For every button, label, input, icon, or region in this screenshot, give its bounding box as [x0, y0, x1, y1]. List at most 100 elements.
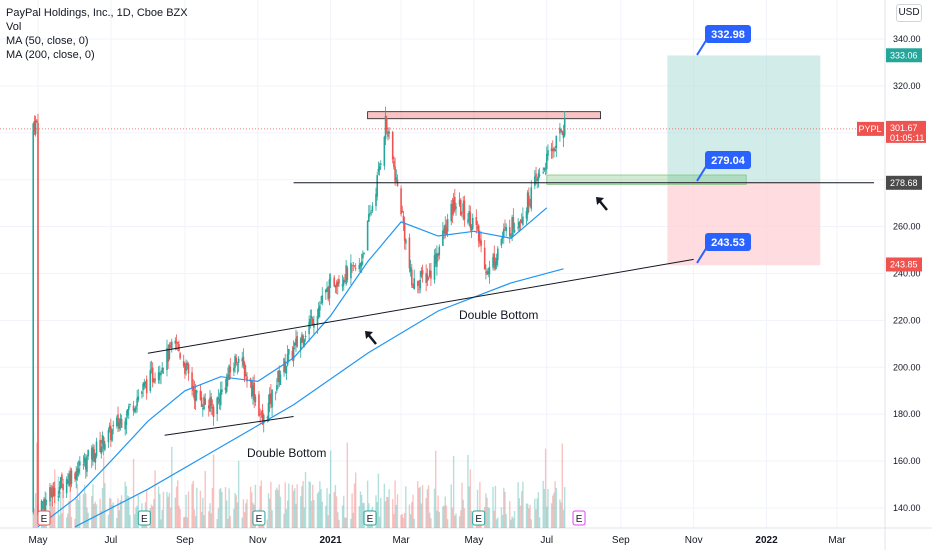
time-scale[interactable]: May Jul Sep Nov 2021 Mar May Jul Sep Nov 2022 Mar — [29, 535, 847, 546]
candle-body — [241, 358, 244, 362]
candle-body — [203, 397, 205, 410]
price-scale[interactable]: 340.00320.00300.00280.00260.00240.00220.… — [857, 34, 926, 513]
time-tick: May — [29, 535, 48, 546]
candle-body — [124, 421, 126, 430]
volume-bar — [377, 473, 380, 528]
candle-body — [32, 123, 35, 513]
volume-bar — [529, 504, 531, 528]
target-price-badge[interactable] — [886, 48, 922, 63]
volume-bar — [274, 489, 277, 528]
annotations[interactable]: Double Bottom Double Bottom 332.98 279.04 24… — [37, 25, 751, 526]
target-callout[interactable] — [705, 25, 751, 43]
trendline-2[interactable] — [164, 416, 294, 436]
volume-bar — [402, 517, 405, 528]
trendlines[interactable] — [0, 128, 885, 436]
volume-bar — [351, 493, 353, 528]
candle-body — [234, 355, 236, 368]
candle-body — [376, 175, 378, 197]
currency-button[interactable]: USD — [896, 4, 922, 22]
entry-callout-pointer — [696, 164, 708, 182]
candle-body — [430, 270, 432, 279]
volume-bar — [345, 517, 347, 528]
volume-bar — [110, 498, 112, 528]
volume-bar — [183, 517, 185, 528]
stop-price-badge[interactable] — [886, 257, 922, 272]
volume-bar — [119, 500, 122, 528]
candle-body — [470, 225, 473, 231]
candle-body — [33, 120, 36, 132]
earnings-marker[interactable] — [252, 510, 266, 526]
drawing-zones[interactable] — [367, 55, 821, 266]
candle-body — [270, 393, 272, 405]
candle-body — [120, 418, 123, 428]
candle-body — [93, 449, 95, 460]
time-tick: Nov — [685, 535, 703, 546]
volume-bar — [517, 482, 519, 528]
volume-bar — [378, 516, 381, 528]
volume-bar — [458, 516, 461, 528]
candle-body — [371, 205, 374, 211]
resistance-zone[interactable] — [367, 111, 601, 120]
volume-bar — [126, 495, 129, 528]
candle-body — [168, 344, 171, 359]
price-tick: 320.00 — [893, 81, 921, 91]
entry-price-badge[interactable] — [886, 175, 922, 190]
earnings-marker[interactable] — [363, 510, 377, 526]
trendline-1[interactable] — [147, 258, 694, 354]
volume-bar — [492, 486, 494, 528]
volume-bar — [212, 454, 215, 528]
candle-body — [170, 341, 173, 350]
volume-bar — [353, 483, 356, 528]
volume-bar — [419, 486, 421, 528]
earnings-marker[interactable] — [572, 510, 586, 526]
volume-bar — [535, 509, 537, 528]
volume-bar — [86, 507, 88, 528]
volume-bar — [177, 480, 179, 528]
volume-bar — [544, 448, 547, 528]
candle-body — [385, 118, 388, 130]
volume-bar — [534, 498, 536, 528]
volume-bar — [358, 506, 360, 528]
volume-bar — [68, 500, 70, 528]
candle-body — [266, 417, 269, 418]
arrow-up-left-icon — [596, 197, 608, 211]
candle-body — [218, 398, 221, 403]
candle-body — [444, 224, 447, 234]
candle-body — [167, 349, 169, 362]
legend-ma200: MA (200, close, 0) — [6, 49, 95, 61]
volume-bar — [145, 489, 148, 528]
volume-bar — [420, 503, 423, 528]
stop-zone[interactable] — [667, 181, 821, 266]
volume-bar — [75, 498, 77, 528]
last-price-badge[interactable] — [886, 120, 926, 143]
volume-bar — [65, 517, 68, 528]
earnings-marker[interactable] — [472, 510, 486, 526]
volume-bar — [430, 518, 432, 528]
volume-bar — [388, 489, 390, 528]
time-tick: 2022 — [755, 535, 778, 546]
candle-body — [384, 115, 387, 139]
volume-bar — [194, 516, 197, 528]
volume-bar — [199, 490, 202, 528]
volume-bar — [452, 456, 455, 528]
stop-callout[interactable] — [705, 233, 751, 251]
volume-bar — [392, 499, 394, 528]
earnings-marker[interactable] — [137, 510, 151, 526]
earnings-marker[interactable] — [37, 510, 51, 526]
candle-body — [510, 236, 512, 237]
candle-body — [443, 228, 445, 234]
candle-body — [110, 426, 112, 441]
support-zone[interactable] — [546, 174, 747, 185]
volume-bar — [412, 494, 414, 528]
volume-bar — [283, 513, 285, 528]
candle-body — [471, 217, 474, 229]
volume-bar — [426, 489, 429, 528]
volume-bar — [292, 490, 295, 528]
volume-bar — [394, 480, 396, 528]
candle-body — [284, 361, 287, 372]
candle-body — [311, 318, 314, 326]
entry-callout[interactable] — [705, 151, 751, 169]
candle-body — [196, 390, 198, 393]
symbol-badge[interactable] — [857, 121, 884, 136]
